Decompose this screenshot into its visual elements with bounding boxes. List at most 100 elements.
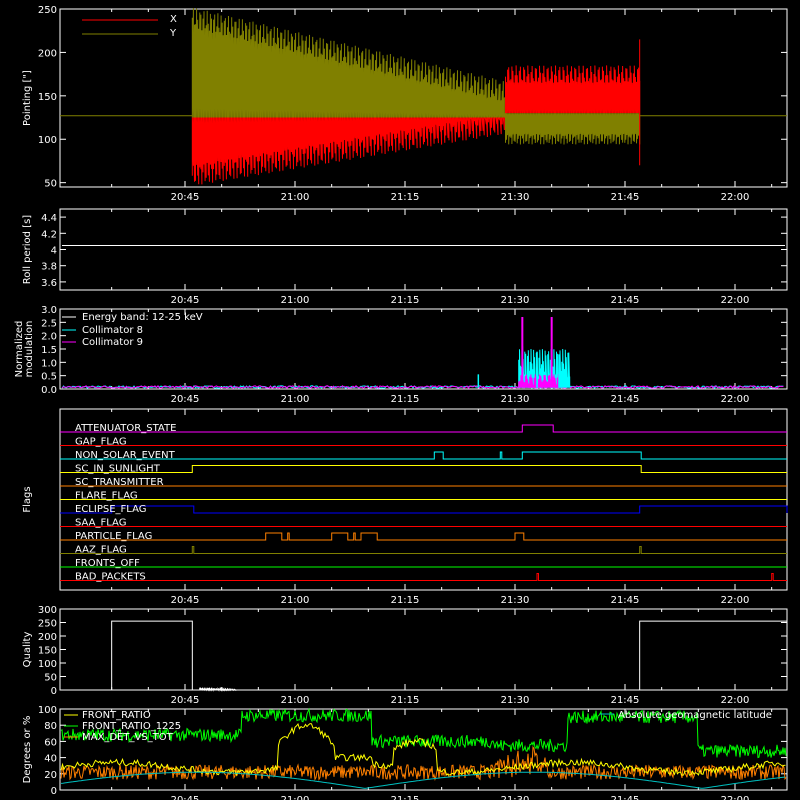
x-tick-label: 21:30	[501, 795, 530, 800]
x-tick-label: 22:00	[721, 795, 750, 800]
x-tick-label: 21:15	[391, 695, 420, 706]
flag-trace	[60, 546, 787, 554]
panel-2: 20:45 21:00 21:15 21:30 21:45 22:00 Roll perio…	[22, 208, 788, 306]
flag-label: AAZ_FLAG	[75, 545, 127, 556]
flag-label: PARTICLE_FLAG	[75, 531, 152, 542]
y-tick-label: 1.5	[41, 345, 57, 356]
legend-title: Energy band: 12-25 keV	[82, 312, 203, 323]
y-axis-label: Flags	[22, 486, 33, 512]
y-tick-label: 100	[38, 705, 57, 716]
x-tick-label: 22:00	[721, 595, 750, 606]
flag-label: BAD_PACKETS	[75, 572, 146, 583]
flag-trace	[60, 465, 787, 473]
y-tick-label: 300	[38, 605, 57, 616]
y-tick-label: 20	[44, 770, 57, 781]
panel-1: 20:45 21:00 21:15 21:30 21:45 22:00 Pointing […	[22, 5, 788, 203]
x-tick-label: 20:45	[171, 192, 200, 203]
flag-label: FRONTS_OFF	[75, 558, 140, 569]
x-tick-label: 21:00	[281, 394, 310, 405]
x-tick-label: 21:00	[281, 192, 310, 203]
y-tick-label: 50	[44, 179, 57, 190]
legend-label: Collimator 8	[82, 325, 143, 336]
x-tick-label: 21:30	[501, 192, 530, 203]
quality-bumps	[199, 686, 237, 692]
x-tick-label: 21:15	[391, 295, 420, 306]
x-tick-label: 22:00	[721, 295, 750, 306]
y-tick-label: 0.0	[41, 385, 57, 396]
series-max-det-vs-tot	[60, 745, 787, 782]
y-tick-label: 1.0	[41, 358, 57, 369]
x-tick-label: 21:00	[281, 795, 310, 800]
flag-trace	[60, 573, 787, 581]
x-tick-label: 21:30	[501, 394, 530, 405]
plot-frame	[59, 8, 788, 188]
flag-label: FLARE_FLAG	[75, 491, 138, 502]
y-tick-label: 100	[38, 659, 57, 670]
x-tick-label: 20:45	[171, 695, 200, 706]
y-axis-label: Pointing ["]	[22, 70, 33, 126]
series-front-ratio	[60, 722, 786, 777]
panel-5: 20:45 21:00 21:15 21:30 21:45 22:00 Quality 0 50…	[22, 605, 788, 706]
panel-3: 20:45 21:00 21:15 21:30 21:45 22:00 Normalized…	[14, 305, 788, 405]
x-tick-label: 21:30	[501, 295, 530, 306]
legend-label: Absolute geomagnetic latitude	[618, 710, 772, 721]
noise-0	[61, 384, 784, 390]
x-tick-label: 21:00	[281, 695, 310, 706]
y-tick-label: 4	[51, 246, 57, 257]
y-axis-label: Roll period [s]	[22, 215, 33, 284]
x-tick-label: 22:00	[721, 394, 750, 405]
legend-label: FRONT_RATIO_1225	[82, 721, 181, 732]
x-tick-label: 21:15	[391, 595, 420, 606]
x-tick-label: 21:45	[611, 295, 640, 306]
legend-label: X	[170, 14, 177, 25]
legend-label: FRONT_RATIO	[82, 710, 151, 721]
plot-frame	[59, 208, 788, 291]
y-tick-label: 150	[38, 92, 57, 103]
x-tick-label: 21:15	[391, 795, 420, 800]
y-tick-label: 100	[38, 135, 57, 146]
y-axis-label: modulation	[24, 321, 35, 378]
series-y	[191, 8, 641, 145]
y-axis-label: Degrees or %	[22, 716, 33, 784]
x-tick-label: 21:30	[501, 595, 530, 606]
y-tick-label: 250	[38, 619, 57, 630]
series-x	[191, 65, 641, 185]
flag-trace	[60, 424, 787, 433]
y-tick-label: 4.2	[41, 229, 57, 240]
panel-4: 20:45 21:00 21:15 21:30 21:45 22:00 Flags ATTEN…	[22, 408, 788, 606]
flag-label: ATTENUATOR_STATE	[75, 423, 176, 434]
panel-6: 20:45 21:00 21:15 21:30 21:45 22:00 Degrees or…	[22, 705, 788, 800]
series-geomagnetic-latitude	[60, 771, 786, 789]
x-tick-label: 21:00	[281, 295, 310, 306]
x-tick-label: 20:45	[171, 595, 200, 606]
legend-label: MAX_DET_VS_TOT	[82, 732, 174, 743]
y-tick-label: 0.5	[41, 372, 57, 383]
legend-label: Y	[169, 28, 177, 39]
y-axis-label: Normalized	[14, 321, 25, 378]
y-tick-label: 250	[38, 5, 57, 16]
y-tick-label: 200	[38, 632, 57, 643]
y-tick-label: 0	[51, 786, 57, 797]
x-tick-label: 20:45	[171, 795, 200, 800]
y-axis-label: Quality	[22, 632, 33, 668]
x-tick-label: 22:00	[721, 695, 750, 706]
y-tick-label: 80	[44, 721, 57, 732]
x-tick-label: 20:45	[171, 295, 200, 306]
y-tick-label: 2.5	[41, 318, 57, 329]
flag-label: NON_SOLAR_EVENT	[75, 450, 176, 461]
flag-label: GAP_FLAG	[75, 437, 127, 448]
x-tick-label: 21:45	[611, 695, 640, 706]
flag-label: SC_TRANSMITTER	[75, 477, 164, 488]
y-tick-label: 50	[44, 673, 57, 684]
plot-frame	[59, 708, 788, 791]
y-tick-label: 150	[38, 646, 57, 657]
x-tick-label: 21:45	[611, 795, 640, 800]
x-tick-label: 20:45	[171, 394, 200, 405]
x-tick-label: 21:15	[391, 394, 420, 405]
y-tick-label: 60	[44, 737, 57, 748]
y-tick-label: 200	[38, 48, 57, 59]
y-tick-label: 2.0	[41, 332, 57, 343]
x-tick-label: 21:45	[611, 192, 640, 203]
y-tick-label: 0	[51, 686, 57, 697]
flag-label: ECLIPSE_FLAG	[75, 504, 146, 515]
